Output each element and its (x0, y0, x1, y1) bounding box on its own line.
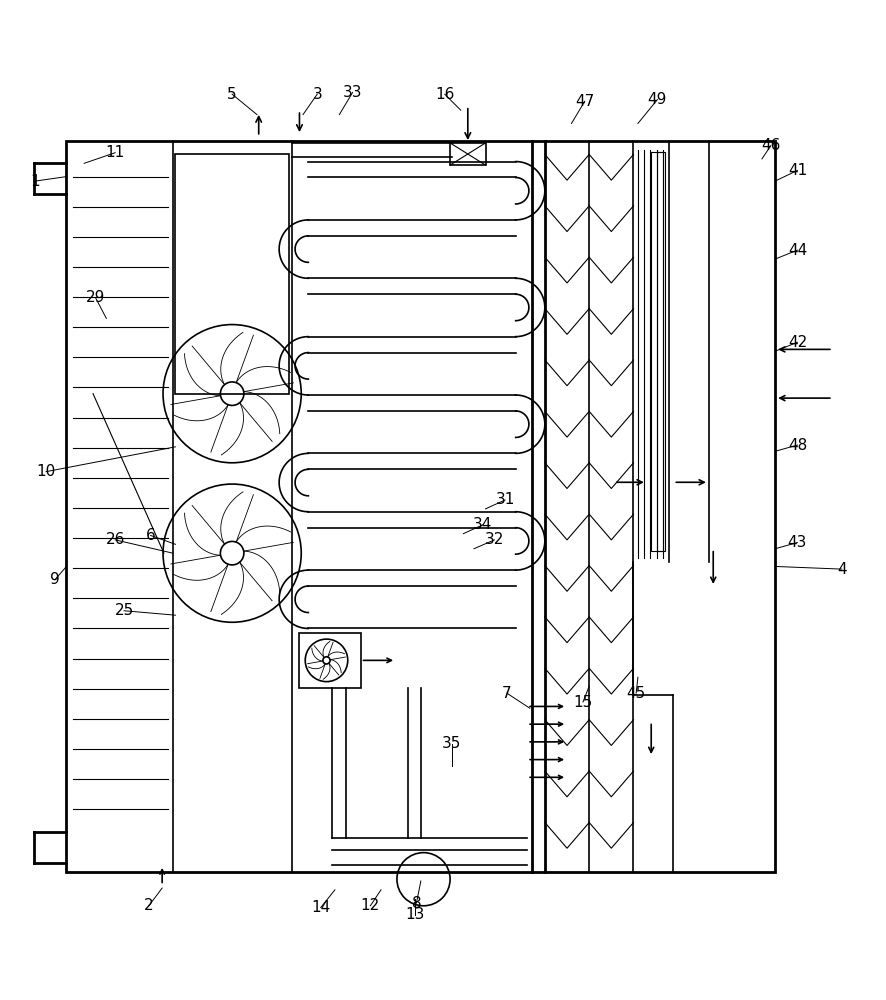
Bar (545, 141, 775, 872)
Text: 6: 6 (145, 528, 156, 543)
Text: 48: 48 (788, 438, 807, 453)
Text: 43: 43 (788, 535, 807, 550)
Text: 4: 4 (837, 562, 846, 577)
Text: 16: 16 (435, 87, 455, 102)
Text: 44: 44 (788, 243, 807, 258)
Bar (66, 141, 532, 872)
Text: 35: 35 (442, 736, 462, 751)
Text: 42: 42 (788, 335, 807, 350)
Text: 29: 29 (86, 290, 105, 305)
Text: 31: 31 (495, 492, 515, 508)
Text: 45: 45 (626, 686, 646, 701)
Text: 15: 15 (573, 695, 593, 710)
Bar (657, 152, 663, 551)
Text: 26: 26 (105, 532, 125, 547)
Text: 34: 34 (473, 517, 493, 532)
Text: 47: 47 (575, 94, 595, 109)
Text: 13: 13 (405, 907, 424, 922)
Bar (651, 152, 665, 551)
Text: 10: 10 (36, 464, 56, 479)
Bar (450, 143, 486, 165)
Text: 12: 12 (361, 898, 380, 913)
Bar (175, 154, 289, 394)
Text: 8: 8 (412, 896, 421, 911)
Text: 25: 25 (114, 603, 134, 618)
Text: 7: 7 (502, 686, 511, 701)
Text: 2: 2 (144, 898, 153, 913)
Text: 11: 11 (105, 145, 125, 160)
Text: 9: 9 (50, 572, 60, 587)
Text: 32: 32 (485, 532, 504, 547)
Text: 5: 5 (228, 87, 237, 102)
Text: 46: 46 (761, 138, 781, 153)
Text: 41: 41 (788, 163, 807, 178)
Text: 3: 3 (312, 87, 323, 102)
Text: 1: 1 (31, 174, 40, 189)
Text: 49: 49 (648, 92, 667, 107)
Text: 14: 14 (311, 900, 330, 915)
Text: 33: 33 (343, 85, 362, 100)
Bar (299, 633, 361, 688)
